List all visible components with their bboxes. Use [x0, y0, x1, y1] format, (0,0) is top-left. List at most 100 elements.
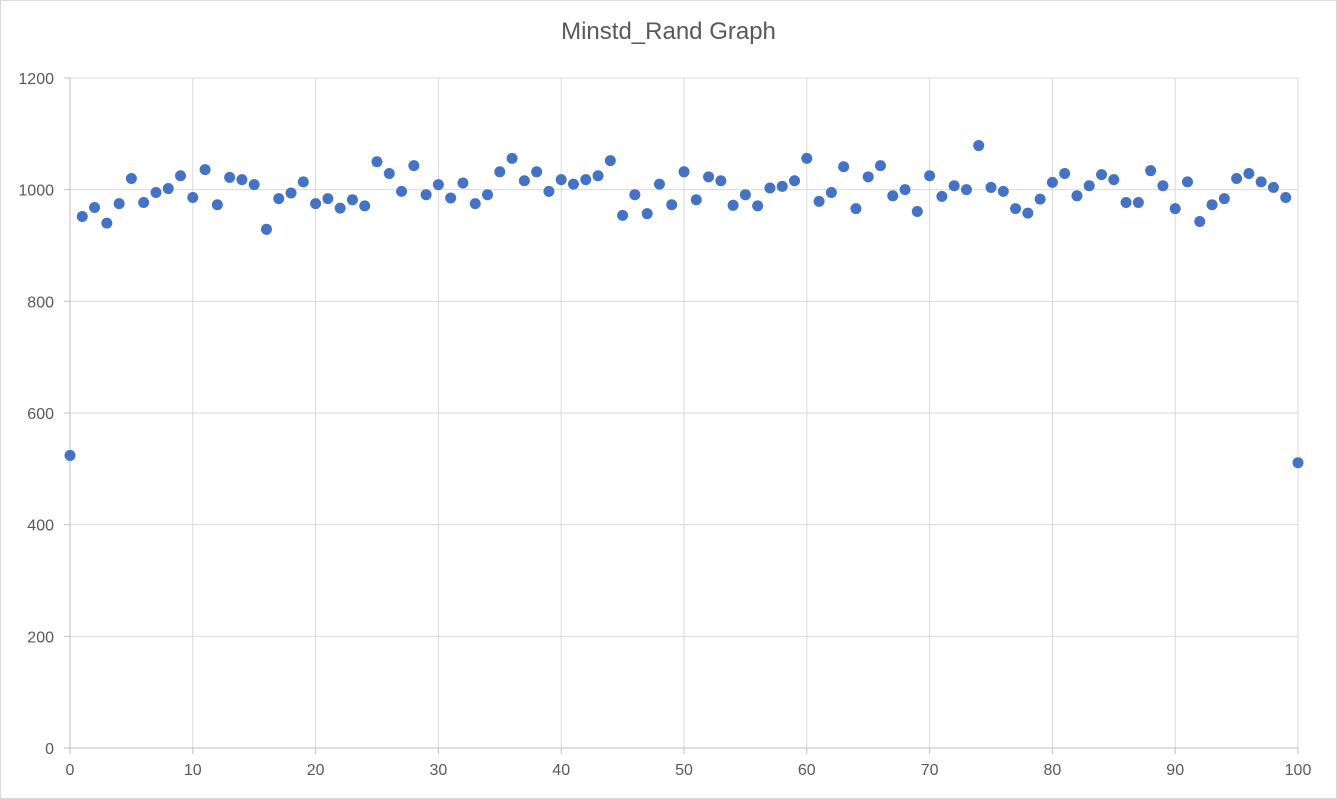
data-point	[911, 205, 923, 217]
data-point	[1255, 176, 1267, 188]
data-point	[310, 198, 322, 210]
data-point	[445, 192, 457, 204]
y-tick-label: 600	[27, 406, 54, 423]
y-tick-label: 200	[27, 629, 54, 646]
data-point	[260, 223, 272, 235]
data-point	[1218, 193, 1230, 205]
y-tick-label: 400	[27, 518, 54, 535]
data-point	[997, 185, 1009, 197]
data-point	[236, 174, 248, 186]
data-point	[285, 187, 297, 199]
data-point	[1145, 165, 1157, 177]
data-point	[346, 194, 358, 206]
data-point	[1096, 169, 1108, 181]
data-point	[985, 181, 997, 193]
data-point	[494, 166, 506, 178]
data-point	[518, 175, 530, 187]
x-tick-label: 100	[1285, 762, 1312, 779]
data-point	[838, 161, 850, 173]
data-point	[396, 185, 408, 197]
data-point	[1267, 181, 1279, 193]
data-point	[359, 200, 371, 212]
data-point	[1169, 203, 1181, 215]
data-point	[334, 202, 346, 214]
data-point	[1280, 191, 1292, 203]
data-point	[420, 189, 432, 201]
data-point	[248, 179, 260, 191]
x-tick-label: 30	[430, 762, 448, 779]
data-point	[1132, 197, 1144, 209]
data-point	[678, 166, 690, 178]
data-point	[150, 186, 162, 198]
data-point	[408, 160, 420, 172]
x-tick-label: 50	[675, 762, 693, 779]
data-point	[175, 170, 187, 182]
data-point	[383, 167, 395, 179]
data-point	[1157, 180, 1169, 192]
data-point	[924, 170, 936, 182]
y-tick-labels: 0 200 400 600 800 1000 1200	[18, 71, 54, 758]
data-point	[322, 193, 334, 205]
data-point	[1034, 193, 1046, 205]
data-point	[125, 173, 137, 184]
data-point	[64, 449, 76, 461]
data-point	[703, 171, 715, 183]
data-point	[973, 140, 985, 152]
y-tick-label: 800	[27, 294, 54, 311]
data-point	[224, 171, 236, 183]
data-point	[76, 210, 88, 222]
data-point	[1181, 176, 1193, 188]
data-point	[1059, 167, 1071, 179]
data-point	[1022, 207, 1034, 219]
data-point	[1010, 203, 1022, 215]
data-point	[1243, 167, 1255, 179]
data-points	[64, 140, 1304, 469]
data-point	[862, 171, 874, 183]
chart-title: Minstd_Rand Graph	[561, 18, 776, 45]
data-point	[887, 190, 899, 202]
data-point	[101, 217, 113, 229]
x-tick-label: 70	[921, 762, 939, 779]
data-point	[89, 202, 101, 214]
data-point	[764, 182, 776, 194]
data-point	[297, 176, 309, 188]
data-point	[457, 177, 469, 189]
data-point	[1292, 457, 1304, 469]
data-point	[273, 193, 285, 205]
data-point	[432, 179, 444, 191]
data-point	[580, 174, 592, 186]
data-point	[469, 198, 481, 210]
data-point	[1194, 215, 1206, 227]
data-point	[752, 200, 764, 212]
data-point	[813, 195, 825, 207]
y-tick-label: 1000	[18, 183, 54, 200]
data-point	[690, 194, 702, 206]
x-tick-label: 20	[307, 762, 325, 779]
data-point	[592, 170, 604, 182]
data-point	[666, 199, 678, 211]
data-point	[113, 198, 125, 210]
data-point	[629, 189, 641, 201]
data-point	[371, 156, 383, 168]
data-point	[211, 199, 223, 211]
data-point	[1231, 173, 1243, 184]
x-tick-label: 0	[66, 762, 75, 779]
data-point	[1206, 199, 1218, 211]
data-point	[641, 208, 653, 220]
data-point	[482, 189, 494, 201]
y-tick-label: 1200	[18, 71, 54, 88]
gridlines	[70, 77, 1299, 748]
x-tick-label: 80	[1044, 762, 1062, 779]
data-point	[801, 152, 813, 164]
data-point	[1120, 197, 1132, 209]
data-point	[776, 180, 788, 192]
data-point	[739, 189, 751, 201]
data-point	[604, 155, 616, 167]
data-point	[187, 191, 199, 203]
axes	[64, 77, 1299, 754]
data-point	[727, 199, 739, 211]
data-point	[899, 184, 911, 196]
data-point	[162, 183, 174, 195]
